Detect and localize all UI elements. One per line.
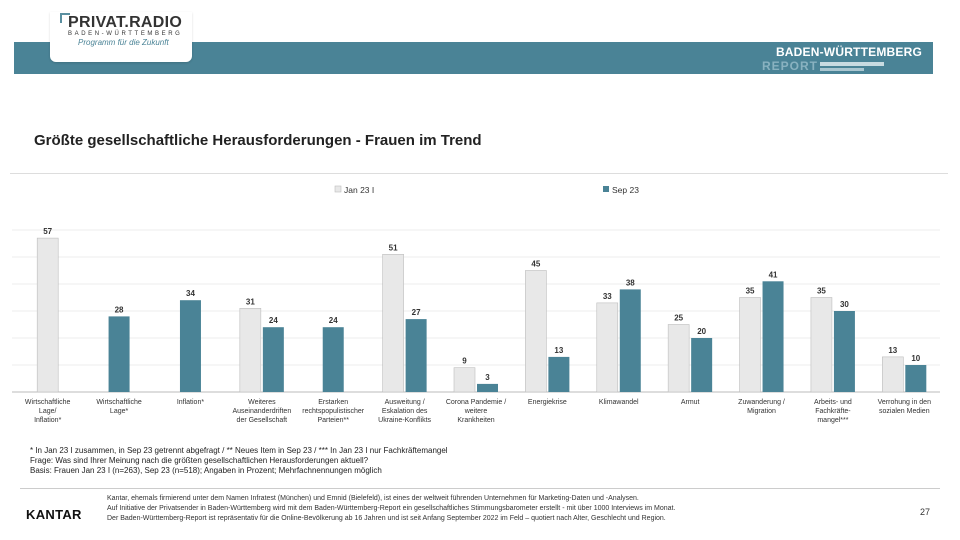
data-label: 27 [412, 308, 421, 317]
chart-frame [10, 173, 948, 429]
data-label: 35 [746, 287, 755, 296]
footer-disclaimer: Kantar, ehemals firmierend unter dem Nam… [107, 494, 675, 524]
bar [619, 289, 641, 392]
category-label: Wirtschaftliche [96, 399, 142, 406]
bar [36, 237, 59, 393]
logo-card [50, 12, 192, 62]
data-label: 30 [840, 300, 849, 309]
logo-sub-text: BADEN-WÜRTTEMBERG [68, 31, 183, 37]
category-label: Inflation* [34, 417, 62, 424]
bar [905, 365, 927, 392]
page-title: Größte gesellschaftliche Herausforderung… [34, 132, 482, 149]
data-label: 41 [769, 270, 778, 279]
category-label: mangel*** [817, 417, 848, 424]
report-subtitle: REPORT [762, 59, 819, 73]
category-label: Parteien** [317, 417, 349, 424]
report-decor-bar [820, 62, 884, 66]
bar [762, 281, 784, 392]
category-label: Weiteres [248, 399, 276, 406]
disclaimer-line: Kantar, ehemals firmierend unter dem Nam… [107, 495, 639, 502]
data-label: 13 [554, 346, 563, 355]
data-label: 20 [697, 327, 706, 336]
data-label: 9 [462, 357, 467, 366]
data-label: 25 [674, 314, 683, 323]
bar-chart: Jan 23 I Sep 23 57 Wirtschaftliche Lage/Infl… [12, 185, 940, 424]
bar [667, 324, 690, 393]
category-label: Krankheiten [457, 417, 494, 424]
data-label: 33 [603, 292, 612, 301]
category-label: Armut [681, 399, 700, 406]
category-label: Corona Pandemie / [446, 399, 506, 406]
data-label: 45 [531, 260, 540, 269]
category-label: Ausweitung / [385, 399, 425, 406]
bar [179, 300, 201, 392]
category-label: rechtspopulistischer [302, 408, 365, 415]
disclaimer-line: Der Baden-Württemberg-Report ist repräse… [107, 515, 666, 522]
disclaimer-line: Auf Initiative der Privatsender in Baden… [107, 505, 676, 512]
page-number: 27 [920, 507, 931, 517]
bar [239, 307, 262, 393]
bar [405, 319, 427, 392]
category-label: Inflation* [177, 399, 205, 406]
category-label: weitere [464, 408, 488, 415]
note-line-footnote: * In Jan 23 I zusammen, in Sep 23 getren… [30, 446, 448, 455]
data-label: 3 [485, 373, 490, 382]
data-label: 10 [911, 354, 920, 363]
note-line-question: Frage: Was sind Ihrer Meinung nach die g… [30, 456, 369, 465]
legend-label: Sep 23 [612, 185, 639, 195]
bar [691, 338, 713, 392]
report-decor-bar-2 [820, 68, 864, 71]
category-label: Arbeits- und [814, 399, 852, 406]
bar [596, 302, 619, 393]
kantar-logo: KANTAR [26, 507, 82, 522]
category-label: Ukraine-Konflikts [378, 417, 431, 424]
category-label: Energiekrise [528, 399, 567, 406]
logo-corner-mark [60, 13, 70, 23]
logo-main-text: PRIVAT.RADIO [68, 14, 183, 31]
data-label: 34 [186, 289, 195, 298]
category-label: Lage* [110, 408, 129, 415]
bar [548, 356, 570, 392]
category-label: Verrohung in den [878, 399, 931, 406]
logo-tagline: Programm für die Zukunft [78, 38, 169, 47]
data-label: 31 [246, 297, 255, 306]
legend-label: Jan 23 I [344, 185, 374, 195]
bar [262, 327, 284, 392]
category-label: Auseinanderdriften [232, 408, 291, 415]
data-label: 38 [626, 278, 635, 287]
category-label: Zuwanderung / [738, 399, 785, 406]
bar [525, 270, 547, 393]
report-title: BADEN-WÜRTTEMBERG [775, 45, 922, 59]
data-label: 24 [269, 316, 278, 325]
bar [477, 383, 498, 392]
bar [882, 356, 904, 393]
data-label: 24 [329, 316, 338, 325]
legend-swatch [334, 185, 342, 193]
bar [108, 316, 130, 392]
bar [382, 254, 404, 393]
bar [322, 327, 344, 392]
data-label: 28 [115, 305, 124, 314]
category-label: der Gesellschaft [237, 417, 288, 424]
category-label: sozialen Medien [879, 408, 930, 415]
data-label: 57 [43, 227, 52, 236]
footer-divider [20, 488, 940, 489]
category-label: Klimawandel [599, 399, 639, 406]
category-label: Fachkräfte- [815, 408, 851, 415]
bar [453, 367, 476, 393]
note-line-basis: Basis: Frauen Jan 23 I (n=263), Sep 23 (… [30, 466, 382, 475]
data-label: 35 [817, 287, 826, 296]
chart-notes: * In Jan 23 I zusammen, in Sep 23 getren… [30, 446, 448, 476]
bar [810, 297, 833, 393]
category-label: Migration [747, 408, 776, 415]
category-label: Erstarken [318, 399, 348, 406]
category-label: Eskalation des [382, 408, 428, 415]
legend-swatch [603, 186, 609, 192]
category-label: Lage/ [39, 408, 57, 415]
bar [833, 311, 855, 392]
bar [739, 297, 761, 393]
data-label: 51 [389, 243, 398, 252]
category-label: Wirtschaftliche [25, 399, 71, 406]
data-label: 13 [888, 346, 897, 355]
